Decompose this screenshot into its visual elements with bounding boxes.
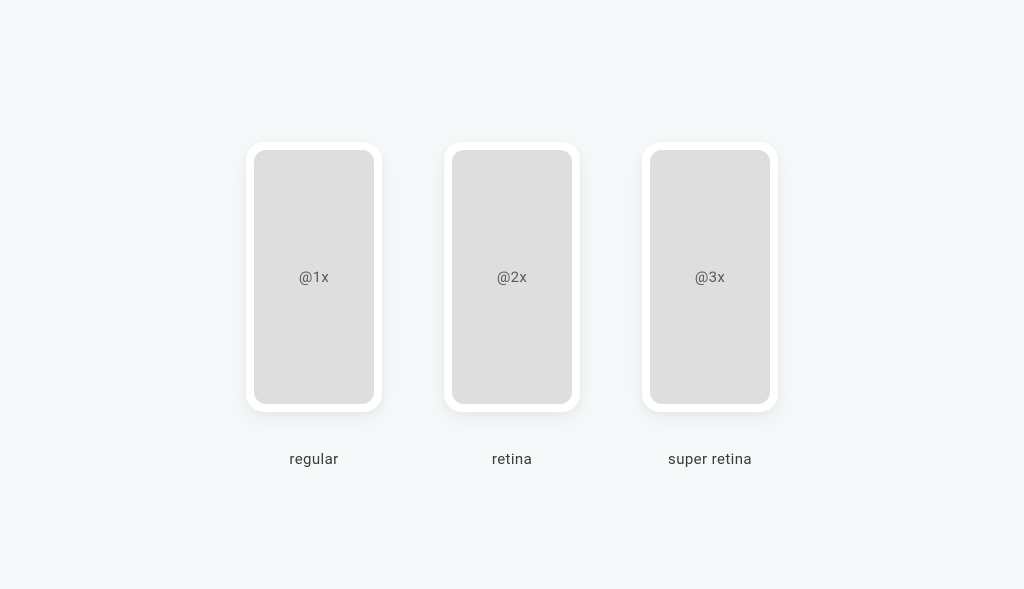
resolution-label: @1x	[299, 268, 329, 286]
resolution-label: @2x	[497, 268, 527, 286]
device-screen: @3x	[650, 150, 770, 404]
device-screen: @1x	[254, 150, 374, 404]
caption-label: retina	[492, 450, 532, 468]
device-group-regular: @1x regular	[246, 142, 382, 468]
caption-label: super retina	[668, 450, 752, 468]
device-screen: @2x	[452, 150, 572, 404]
device-frame: @2x	[444, 142, 580, 412]
resolution-label: @3x	[695, 268, 725, 286]
device-frame: @3x	[642, 142, 778, 412]
caption-label: regular	[289, 450, 338, 468]
device-group-retina: @2x retina	[444, 142, 580, 468]
device-frame: @1x	[246, 142, 382, 412]
device-scale-diagram: @1x regular @2x retina @3x super retina	[246, 142, 778, 468]
device-group-super-retina: @3x super retina	[642, 142, 778, 468]
